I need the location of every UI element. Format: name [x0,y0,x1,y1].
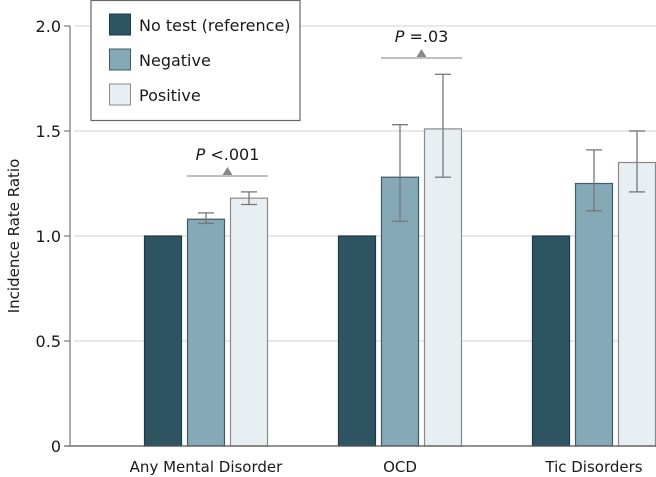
legend: No test (reference) Negative Positive [90,0,301,122]
legend-swatch [109,13,131,36]
bars [143,128,656,447]
p-italic: P [395,27,405,46]
y-tick-label: 1.5 [36,122,61,141]
y-tick-label: 0 [51,437,61,456]
y-tick-label: 2.0 [36,17,61,36]
bar [531,235,571,447]
legend-swatch [109,48,131,71]
bar [229,197,269,447]
x-category-labels: Any Mental Disorder OCD Tic Disorders [130,458,643,476]
bar [423,128,463,447]
legend-label: Positive [139,86,201,105]
y-ticks: 0 0.5 1.0 1.5 2.0 [36,17,70,456]
x-category-label: Any Mental Disorder [130,458,283,476]
p-value-label: P <.001 [196,145,260,164]
legend-label: No test (reference) [139,16,291,35]
x-category-label: Tic Disorders [544,458,642,476]
y-axis-title: Incidence Rate Ratio [5,159,23,314]
legend-label: Negative [139,51,211,70]
bar [380,176,420,447]
bar [337,235,377,447]
bar [574,182,614,447]
error-bars [198,73,645,225]
x-category-label: OCD [383,458,417,476]
bar [617,161,656,447]
p-value: =.03 [404,27,448,46]
p-italic: P [196,145,206,164]
bar [186,218,226,447]
y-tick-label: 1.0 [36,227,61,246]
y-tick-label: 0.5 [36,332,61,351]
legend-swatch [109,83,131,106]
p-marker-triangle [416,49,427,57]
p-value-label: P =.03 [395,27,449,46]
p-marker-triangle [222,167,233,175]
bar [143,235,183,447]
p-value: <.001 [205,145,259,164]
